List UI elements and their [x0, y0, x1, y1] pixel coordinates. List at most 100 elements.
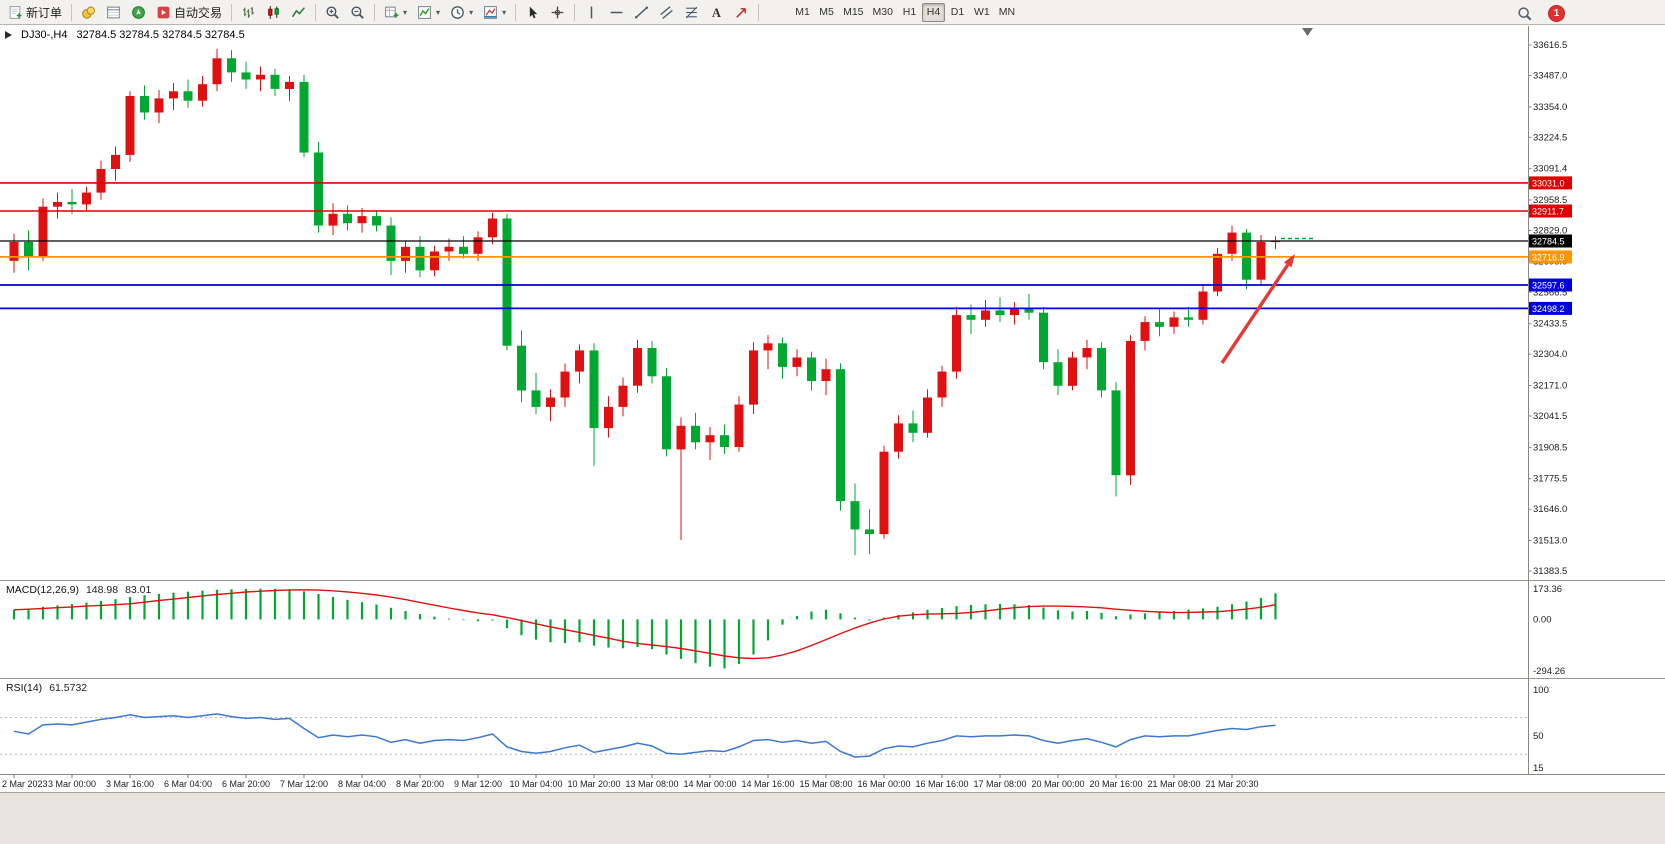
indicators-button[interactable]: ▾: [413, 2, 444, 23]
search-icon: [1517, 6, 1532, 21]
timeframe-h1-button[interactable]: H1: [898, 3, 921, 22]
cursor-button[interactable]: [521, 2, 544, 23]
chart-shift-marker[interactable]: [1302, 28, 1313, 36]
horizontal-line-button[interactable]: [605, 2, 628, 23]
new-chart-button[interactable]: ▾: [380, 2, 411, 23]
macd-axis[interactable]: 173.36 0.00 -294.26: [1533, 584, 1565, 677]
line-chart-icon: [291, 5, 306, 20]
rsi-axis[interactable]: 100 50 15: [1533, 685, 1549, 774]
time-axis-label: 13 Mar 08:00: [625, 779, 678, 789]
horizontal-line-object[interactable]: 32716.9: [0, 250, 1572, 264]
dropdown-caret-icon: ▾: [502, 7, 507, 17]
one-click-trading-icon[interactable]: [5, 31, 12, 39]
time-axis-label: 2 Mar 2023: [2, 779, 48, 789]
line-chart-button[interactable]: [287, 2, 310, 23]
dropdown-caret-icon: ▾: [403, 7, 408, 17]
timeframe-h4-button[interactable]: H4: [921, 2, 945, 22]
zoom-in-icon: [325, 5, 340, 20]
bar-chart-button[interactable]: [237, 2, 260, 23]
toolbar-divider: [71, 3, 73, 21]
price-axis-label: 31513.0: [1533, 536, 1567, 547]
trend-arrow-object[interactable]: [1220, 254, 1295, 364]
fibonacci-icon: [684, 5, 699, 20]
channel-icon: [659, 5, 674, 20]
timeframe-m1-button[interactable]: M1: [791, 3, 814, 22]
market-watch-icon: [81, 5, 96, 20]
timeframe-w1-button[interactable]: W1: [970, 3, 994, 22]
zoom-out-button[interactable]: [346, 2, 369, 23]
time-axis-label: 17 Mar 08:00: [973, 779, 1026, 789]
price-axis-label: 32566.5: [1533, 287, 1567, 298]
arrows-button[interactable]: [730, 2, 753, 23]
toolbar-divider: [315, 3, 317, 21]
timeframe-m30-button[interactable]: M30: [869, 3, 897, 22]
macd-name: MACD(12,26,9): [6, 584, 79, 596]
horizontal-line-object[interactable]: 32911.7: [0, 204, 1572, 218]
chart-canvas[interactable]: 33616.5 33487.0 33354.0 33224.5 33091.4 32958…: [0, 26, 1665, 792]
navigator-button[interactable]: [127, 2, 150, 23]
dropdown-caret-icon: ▾: [436, 7, 441, 17]
timeframe-toolbar: M1 M5 M15 M30 H1 H4 D1 W1 MN: [791, 2, 1019, 22]
text-label-button[interactable]: A: [705, 2, 728, 23]
price-axis-label: 33487.0: [1533, 71, 1567, 82]
vertical-line-button[interactable]: [580, 2, 603, 23]
rsi-axis-label: 100: [1533, 685, 1549, 696]
market-watch-button[interactable]: [77, 2, 100, 23]
macd-signal-value: 83.01: [125, 584, 152, 596]
new-order-button[interactable]: 新订单: [4, 2, 66, 23]
horizontal-line-object[interactable]: 32498.2: [0, 301, 1572, 315]
price-axis-label: 31646.0: [1533, 504, 1567, 515]
chart-title: DJ30-,H4 32784.5 32784.5 32784.5 32784.5: [5, 29, 245, 41]
cursor-icon: [525, 5, 540, 20]
macd-main-value: 148.98: [85, 584, 119, 596]
macd-signal-line: [13, 589, 1276, 660]
zoom-out-icon: [350, 5, 365, 20]
time-axis[interactable]: 2 Mar 2023 3 Mar 00:00 3 Mar 16:00 6 Mar 04…: [2, 774, 1259, 790]
toolbar-right: 1: [1512, 3, 1564, 24]
toolbar-divider: [231, 3, 233, 21]
time-axis-label: 16 Mar 16:00: [915, 779, 968, 789]
new-order-label: 新订单: [26, 5, 63, 20]
trendline-button[interactable]: [630, 2, 653, 23]
text-icon: A: [709, 5, 724, 20]
main-toolbar: 新订单 自动交易 ▾ ▾ ▾ ▾ A M1 M5 M15 M30 H1 H4 D1 W1 MN 1: [0, 0, 1665, 25]
svg-text:33031.0: 33031.0: [1532, 178, 1565, 188]
candlestick-chart-button[interactable]: [262, 2, 285, 23]
time-axis-label: 14 Mar 00:00: [683, 779, 736, 789]
search-button[interactable]: [1513, 3, 1536, 24]
timeframe-d1-button[interactable]: D1: [946, 3, 969, 22]
price-axis-label: 33224.5: [1533, 132, 1567, 143]
horizontal-line-object[interactable]: 32597.6: [0, 278, 1572, 292]
price-axis-label: 33616.5: [1533, 40, 1567, 51]
horizontal-line-object[interactable]: 33031.0: [0, 176, 1572, 190]
data-window-button[interactable]: [102, 2, 125, 23]
price-axis-label: 32041.5: [1533, 411, 1567, 422]
price-axis[interactable]: 33616.5 33487.0 33354.0 33224.5 33091.4 32958…: [1528, 40, 1568, 577]
crosshair-button[interactable]: [546, 2, 569, 23]
time-axis-label: 3 Mar 16:00: [106, 779, 154, 789]
navigator-icon: [131, 5, 146, 20]
timeframe-mn-button[interactable]: MN: [995, 3, 1019, 22]
vertical-line-icon: [584, 5, 599, 20]
auto-trading-button[interactable]: 自动交易: [152, 2, 226, 23]
fibonacci-button[interactable]: [680, 2, 703, 23]
timeframe-m5-button[interactable]: M5: [815, 3, 838, 22]
templates-button[interactable]: ▾: [479, 2, 510, 23]
time-axis-label: 20 Mar 16:00: [1089, 779, 1142, 789]
clock-icon: [450, 5, 465, 20]
price-badge: [1529, 278, 1572, 292]
macd-histogram: [12, 588, 1277, 669]
timeframe-m15-button[interactable]: M15: [839, 3, 867, 22]
notification-badge[interactable]: 1: [1549, 6, 1564, 21]
horizontal-line-object[interactable]: 32784.5: [0, 234, 1572, 248]
zoom-in-button[interactable]: [321, 2, 344, 23]
equidistant-channel-button[interactable]: [655, 2, 678, 23]
trendline-icon: [634, 5, 649, 20]
time-axis-label: 21 Mar 20:30: [1205, 779, 1258, 789]
periods-button[interactable]: ▾: [446, 2, 477, 23]
svg-text:32911.7: 32911.7: [1532, 207, 1564, 217]
macd-axis-label: -294.26: [1533, 666, 1565, 677]
time-axis-label: 14 Mar 16:00: [741, 779, 794, 789]
macd-axis-label: 173.36: [1533, 584, 1562, 595]
macd-label: MACD(12,26,9) 148.98 83.01: [6, 584, 151, 596]
